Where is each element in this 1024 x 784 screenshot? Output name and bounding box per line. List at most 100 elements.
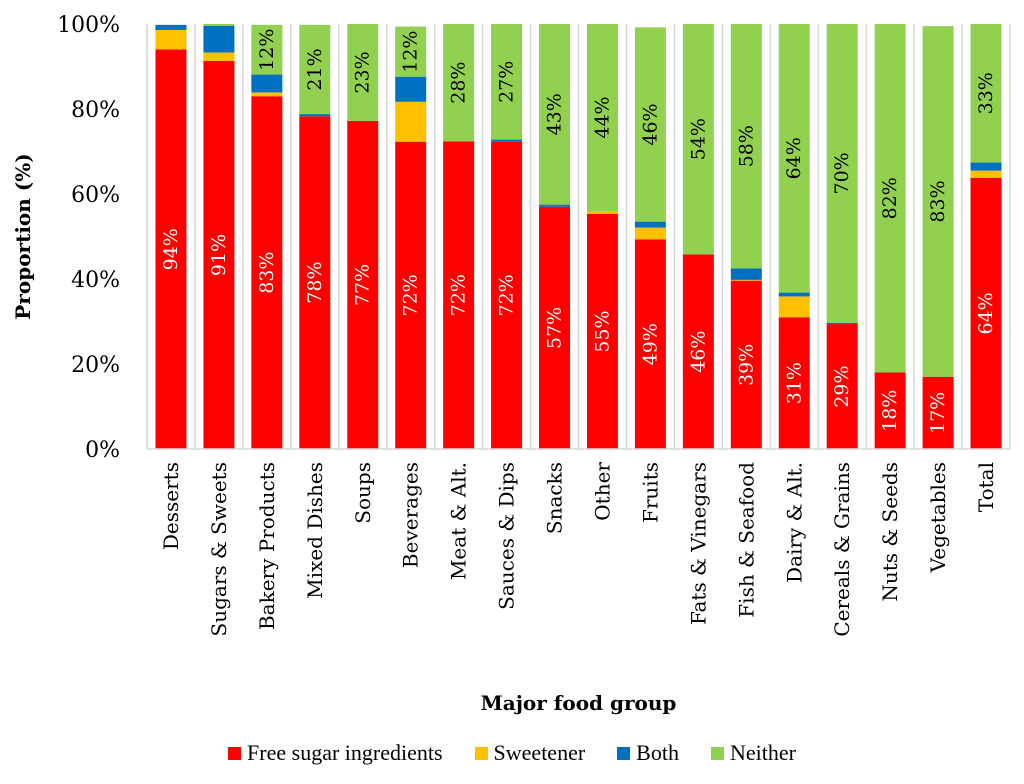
- bar-segment-sweetener: [778, 296, 810, 318]
- bar-segment-neither: [826, 24, 858, 323]
- x-tick-label: Sauces & Dips: [495, 462, 519, 610]
- legend-item-sweetener[interactable]: Sweetener: [474, 740, 585, 766]
- x-tick-label: Mixed Dishes: [303, 462, 327, 599]
- value-label: 43%: [544, 93, 566, 135]
- gridlines: [146, 24, 1011, 449]
- x-tick-label: Bakery Products: [255, 462, 279, 630]
- value-label: 46%: [687, 331, 709, 373]
- value-label: 27%: [496, 61, 518, 103]
- legend-swatch: [710, 746, 724, 760]
- value-label: 72%: [448, 274, 470, 316]
- bar-segment-both: [634, 221, 666, 228]
- bar-segment-neither: [395, 26, 427, 77]
- value-label: 72%: [400, 274, 422, 316]
- bar-segment-neither: [491, 24, 523, 140]
- value-label: 44%: [591, 96, 613, 138]
- x-axis-title: Major food group: [481, 691, 677, 715]
- value-label: 23%: [352, 51, 374, 93]
- bar-segment-free-sugar-ingredients: [586, 213, 618, 449]
- value-label: 21%: [304, 48, 326, 90]
- x-tick-label: Vegetables: [926, 462, 950, 573]
- legend-label: Neither: [729, 740, 796, 765]
- x-tick-label: Cereals & Grains: [830, 462, 854, 637]
- bar-segment-free-sugar-ingredients: [155, 49, 187, 449]
- legend-item-free-sugar[interactable]: Free sugar ingredients: [228, 740, 443, 766]
- legend-item-both[interactable]: Both: [617, 740, 679, 766]
- bar-segment-both: [251, 74, 283, 93]
- legend-label: Free sugar ingredients: [247, 740, 443, 765]
- legend-swatch: [474, 746, 488, 760]
- value-label: 91%: [208, 234, 230, 276]
- x-tick-label: Beverages: [399, 462, 423, 568]
- bar-segment-neither: [922, 26, 954, 377]
- bar-segment-neither: [586, 24, 618, 211]
- bar-segment-neither: [730, 24, 762, 269]
- bar-segment-neither: [347, 24, 379, 121]
- value-label: 72%: [496, 274, 518, 316]
- bar-segment-free-sugar-ingredients: [970, 177, 1002, 449]
- bar-segment-free-sugar-ingredients: [203, 60, 235, 449]
- bar-segment-free-sugar-ingredients: [634, 239, 666, 449]
- x-tick-label: Fruits: [638, 462, 662, 523]
- legend-label: Both: [636, 740, 679, 765]
- value-label: 64%: [783, 137, 805, 179]
- bars: [155, 24, 1002, 450]
- value-label: 39%: [735, 344, 757, 386]
- legend: Free sugar ingredients Sweetener Both Ne…: [0, 740, 1024, 766]
- bar-segment-free-sugar-ingredients: [778, 317, 810, 449]
- bar-segment-neither: [634, 27, 666, 222]
- bar-segment-free-sugar-ingredients: [395, 141, 427, 449]
- x-tick-label: Total: [974, 462, 998, 512]
- bar-segment-sweetener: [203, 52, 235, 61]
- bar-segment-free-sugar-ingredients: [491, 141, 523, 449]
- y-tick-label: 80%: [71, 98, 120, 123]
- y-tick-label: 40%: [71, 268, 120, 293]
- y-tick-label: 20%: [71, 353, 120, 378]
- bar-segment-both: [826, 322, 858, 325]
- value-label: 54%: [687, 118, 709, 160]
- bar-segment-both: [395, 76, 427, 102]
- bar-segment-both: [203, 25, 235, 53]
- y-tick-label: 0%: [85, 438, 120, 463]
- bar-segment-free-sugar-ingredients: [874, 372, 906, 449]
- bar-segment-free-sugar-ingredients: [299, 116, 331, 449]
- value-label: 29%: [831, 365, 853, 407]
- bar-segment-sweetener: [970, 170, 1002, 178]
- value-label: 28%: [448, 62, 470, 104]
- bar-segment-neither: [299, 24, 331, 115]
- bar-segment-neither: [874, 24, 906, 373]
- legend-swatch: [617, 746, 631, 760]
- x-tick-label: Sugars & Sweets: [207, 462, 231, 636]
- value-label: 78%: [304, 261, 326, 303]
- value-label: 57%: [544, 307, 566, 349]
- bar-segment-both: [299, 114, 331, 117]
- y-tick-label: 60%: [71, 183, 120, 208]
- bar-segment-both: [778, 292, 810, 297]
- stacked-bar-chart: 94% 91% 83% 12% 78% 21% 77% 23% 72% 12% 72% 28% 72% 2…: [11, 13, 1011, 715]
- value-label: 12%: [256, 29, 278, 71]
- legend-swatch: [228, 746, 242, 760]
- bar-segment-sweetener: [395, 101, 427, 142]
- value-label: 31%: [783, 362, 805, 404]
- value-label: 83%: [256, 252, 278, 294]
- value-labels: 94% 91% 83% 12% 78% 21% 77% 23% 72% 12% 72% 28% 72% 2…: [160, 29, 997, 434]
- bar-segment-free-sugar-ingredients: [730, 280, 762, 449]
- bar-segment-free-sugar-ingredients: [682, 254, 714, 449]
- bar-segment-free-sugar-ingredients: [251, 96, 283, 449]
- value-label: 17%: [927, 392, 949, 434]
- bar-segment-both: [155, 24, 187, 30]
- legend-item-neither[interactable]: Neither: [710, 740, 796, 766]
- bar-segment-free-sugar-ingredients: [347, 120, 379, 450]
- bar-segment-free-sugar-ingredients: [922, 376, 954, 449]
- value-label: 49%: [639, 323, 661, 365]
- bar-segment-both: [539, 204, 571, 207]
- bar-segment-sweetener: [586, 211, 618, 214]
- value-label: 46%: [639, 103, 661, 145]
- bar-segment-neither: [251, 24, 283, 75]
- value-label: 82%: [879, 177, 901, 219]
- x-tick-label: Soups: [351, 462, 375, 524]
- x-axis-ticks: Desserts Sugars & Sweets Bakery Products Mi…: [159, 462, 998, 637]
- bar-segment-free-sugar-ingredients: [443, 141, 475, 450]
- x-tick-label: Other: [590, 462, 614, 521]
- value-label: 70%: [831, 152, 853, 194]
